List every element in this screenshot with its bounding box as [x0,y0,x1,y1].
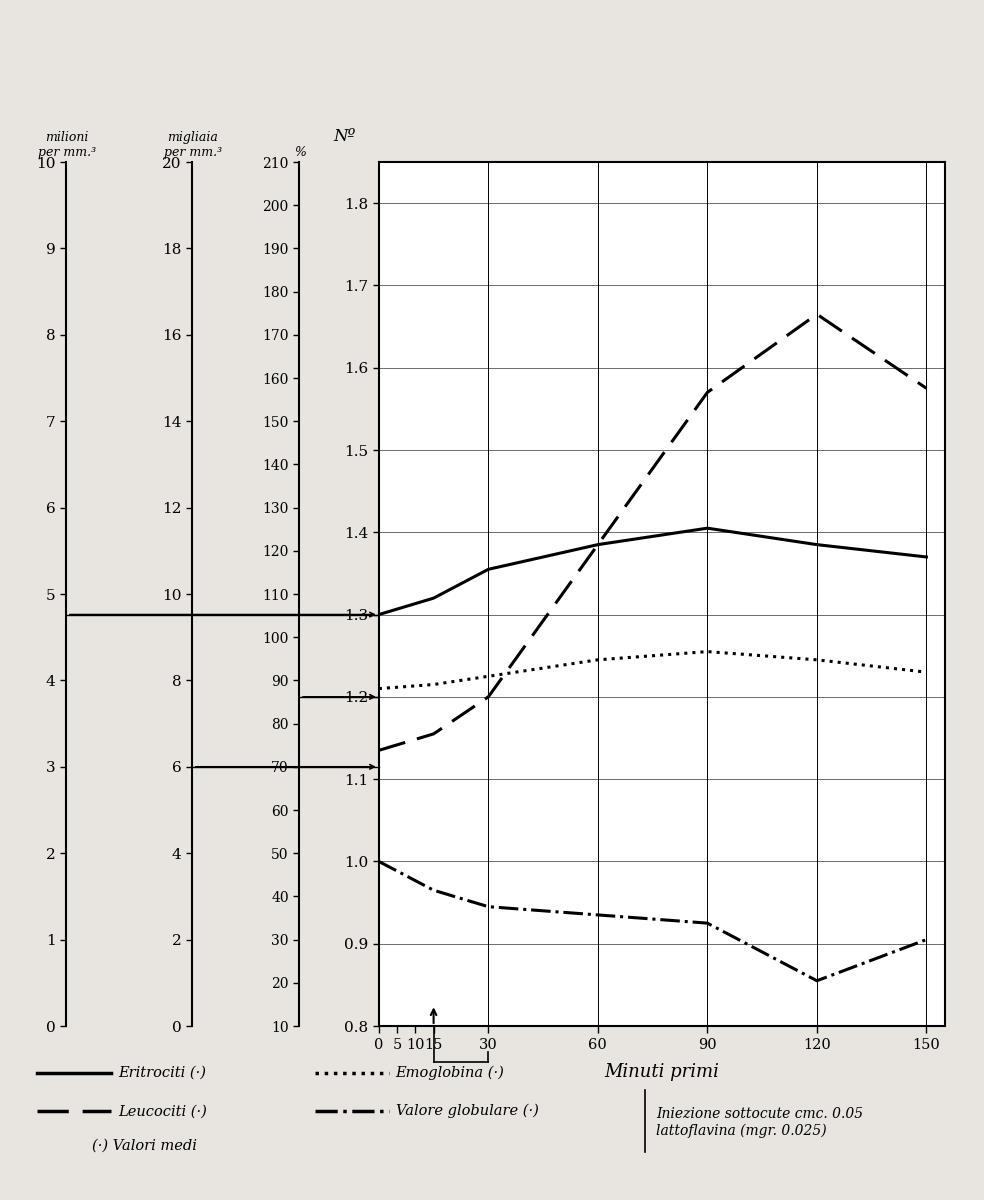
X-axis label: Minuti primi: Minuti primi [604,1063,719,1081]
Title: migliaia
per mm.³: migliaia per mm.³ [163,132,222,160]
Title: milioni
per mm.³: milioni per mm.³ [37,132,96,160]
Text: Iniezione sottocute cmc. 0.05
lattoflavina (mgr. 0.025): Iniezione sottocute cmc. 0.05 lattoflavi… [656,1108,863,1138]
Text: Valore globulare (·): Valore globulare (·) [396,1104,538,1118]
Text: Emoglobina (·): Emoglobina (·) [396,1066,505,1080]
Text: Nº: Nº [334,127,356,145]
Title: %: % [294,146,306,160]
Text: Leucociti (·): Leucociti (·) [118,1104,207,1118]
Text: (·) Valori medi: (·) Valori medi [92,1139,197,1153]
Text: Eritrociti (·): Eritrociti (·) [118,1066,206,1080]
